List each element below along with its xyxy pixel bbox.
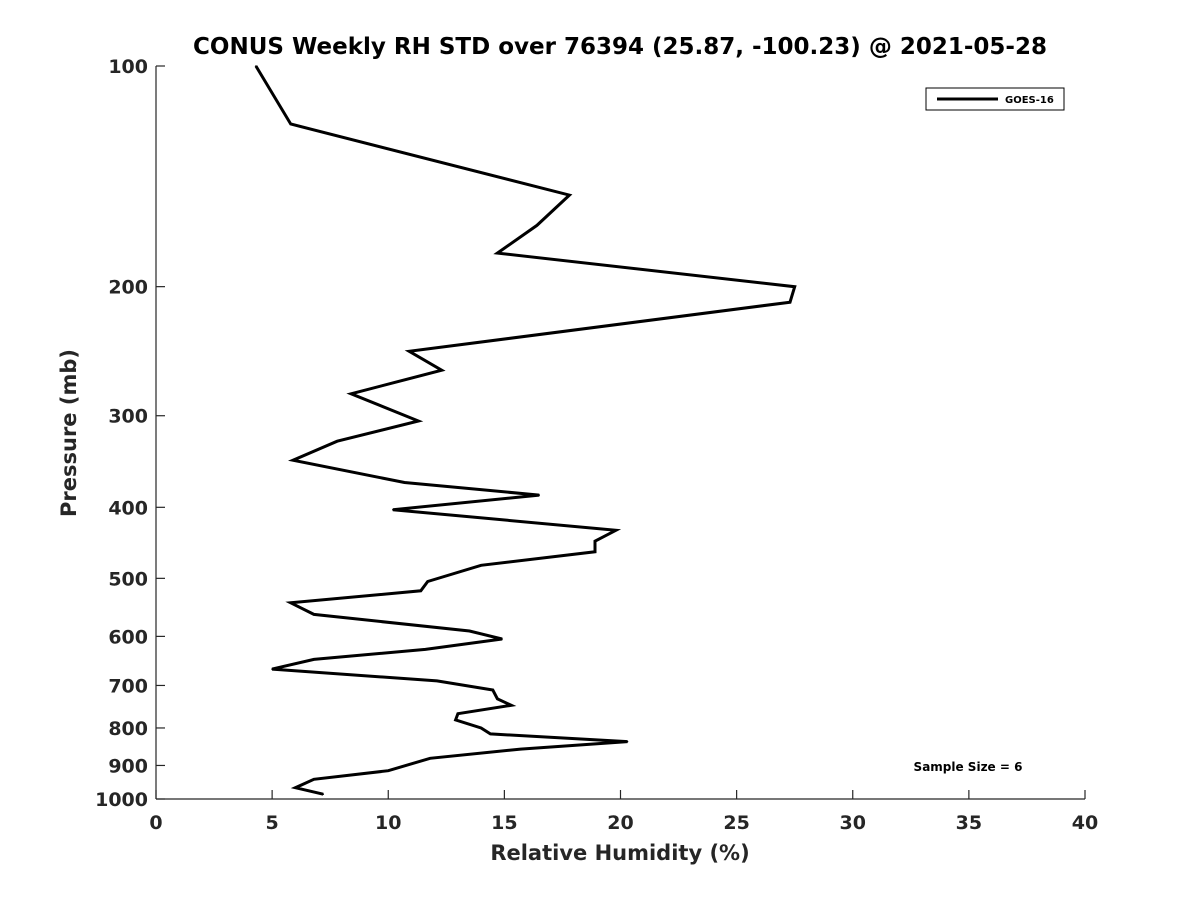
x-tick-label: 10 bbox=[375, 812, 401, 834]
y-tick-label: 200 bbox=[108, 277, 148, 299]
data-point bbox=[496, 698, 499, 700]
data-point bbox=[289, 123, 292, 125]
data-point bbox=[255, 65, 257, 67]
data-point bbox=[568, 194, 571, 196]
data-point bbox=[519, 748, 522, 750]
x-tick-label: 0 bbox=[149, 812, 162, 834]
data-point bbox=[350, 393, 352, 395]
data-point bbox=[313, 613, 315, 616]
y-axis-label: Pressure (mb) bbox=[57, 349, 81, 517]
series-line-goes-16 bbox=[254, 65, 797, 796]
y-tick-label: 500 bbox=[108, 568, 148, 590]
x-tick-label: 40 bbox=[1072, 812, 1098, 834]
data-point bbox=[424, 648, 427, 651]
data-point bbox=[489, 733, 492, 735]
data-point bbox=[426, 580, 429, 583]
data-point bbox=[429, 757, 431, 760]
y-tick-label: 600 bbox=[108, 626, 148, 648]
y-tick-label: 400 bbox=[108, 497, 148, 519]
x-tick-label: 15 bbox=[491, 812, 517, 834]
y-tick-label: 700 bbox=[108, 675, 148, 697]
data-point bbox=[457, 712, 459, 715]
x-tick-label: 25 bbox=[723, 812, 749, 834]
data-point bbox=[594, 551, 596, 553]
x-tick-label: 35 bbox=[956, 812, 982, 834]
y-tick-label: 800 bbox=[108, 718, 148, 740]
data-point bbox=[454, 719, 457, 721]
data-point bbox=[480, 564, 482, 567]
y-tick-label: 1000 bbox=[95, 789, 148, 811]
y-axis-ticks: 100 200 300 400 500 600 700 800 900 1000 bbox=[95, 56, 165, 811]
data-point bbox=[403, 481, 406, 484]
x-axis-label: Relative Humidity (%) bbox=[490, 841, 749, 865]
data-point bbox=[594, 540, 596, 542]
data-point bbox=[615, 529, 617, 532]
data-point bbox=[322, 793, 325, 795]
sample-size-annotation: Sample Size = 6 bbox=[914, 760, 1023, 774]
x-tick-label: 5 bbox=[266, 812, 279, 834]
y-tick-label: 300 bbox=[108, 406, 148, 428]
y-tick-label: 100 bbox=[108, 56, 148, 78]
data-point bbox=[440, 369, 443, 372]
data-point bbox=[789, 301, 791, 304]
x-tick-label: 20 bbox=[607, 812, 633, 834]
data-point bbox=[408, 350, 411, 353]
data-point bbox=[417, 420, 420, 422]
data-point bbox=[387, 769, 390, 772]
data-point bbox=[436, 680, 438, 682]
chart-title: CONUS Weekly RH STD over 76394 (25.87, -… bbox=[193, 34, 1047, 60]
data-point bbox=[538, 494, 540, 496]
x-tick-label: 30 bbox=[840, 812, 866, 834]
data-point bbox=[313, 658, 315, 661]
data-point bbox=[626, 740, 629, 743]
data-point bbox=[480, 727, 482, 729]
data-point bbox=[336, 440, 339, 443]
data-point bbox=[392, 508, 394, 511]
data-point bbox=[292, 459, 294, 462]
data-point bbox=[510, 704, 513, 707]
data-point bbox=[313, 778, 315, 781]
series-layer bbox=[254, 65, 797, 796]
data-point bbox=[793, 285, 796, 288]
x-axis-ticks: 0 5 10 15 20 25 30 35 40 bbox=[149, 790, 1098, 834]
data-point bbox=[536, 224, 538, 227]
legend-entry-goes-16: GOES-16 bbox=[1005, 95, 1054, 106]
data-point bbox=[501, 638, 503, 640]
data-point bbox=[420, 590, 422, 592]
data-point bbox=[468, 630, 471, 632]
data-point bbox=[289, 602, 292, 604]
data-point bbox=[271, 668, 273, 670]
y-tick-label: 900 bbox=[108, 755, 148, 777]
data-point bbox=[492, 689, 494, 691]
legend: GOES-16 bbox=[925, 87, 1065, 111]
data-point bbox=[294, 786, 297, 789]
data-point bbox=[496, 252, 499, 254]
